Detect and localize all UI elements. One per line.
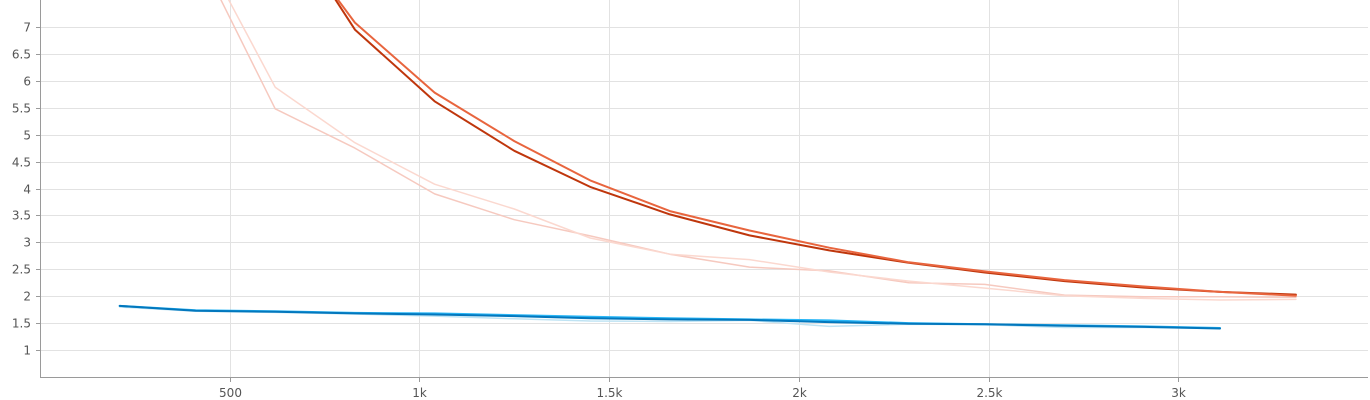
y-tick-label: 4 (23, 183, 31, 197)
tick-labels: 1 1.5 2 2.5 3 3.5 4 4.5 5 5.5 6 6.5 7 500 1k 1.5k 2k 2.5k… (12, 21, 1186, 400)
series-line-1 (220, 0, 1297, 299)
y-tick-label: 6.5 (12, 48, 31, 62)
series-line-2 (227, 0, 1297, 301)
series-group (118, 0, 1297, 330)
x-tick-label: 1k (412, 386, 427, 400)
x-tick-label: 1.5k (596, 386, 622, 400)
series-line-7 (118, 304, 1221, 330)
series-line-4 (336, 0, 1297, 297)
x-tick-label: 500 (219, 386, 242, 400)
y-tick-label: 1 (23, 344, 31, 358)
y-tick-label: 3.5 (12, 209, 31, 223)
y-tick-label: 5.5 (12, 102, 31, 116)
y-tick-label: 3 (23, 236, 31, 250)
y-tick-label: 5 (23, 129, 31, 143)
y-tick-label: 7 (23, 21, 31, 35)
x-tick-label: 2k (792, 386, 807, 400)
y-tick-label: 2.5 (12, 263, 31, 277)
series-line-3 (334, 0, 1297, 296)
axes (36, 0, 1368, 382)
x-tick-label: 2.5k (976, 386, 1002, 400)
y-tick-label: 1.5 (12, 317, 31, 331)
y-tick-label: 2 (23, 290, 31, 304)
x-tick-label: 3k (1171, 386, 1186, 400)
y-tick-label: 4.5 (12, 156, 31, 170)
y-tick-label: 6 (23, 75, 31, 89)
